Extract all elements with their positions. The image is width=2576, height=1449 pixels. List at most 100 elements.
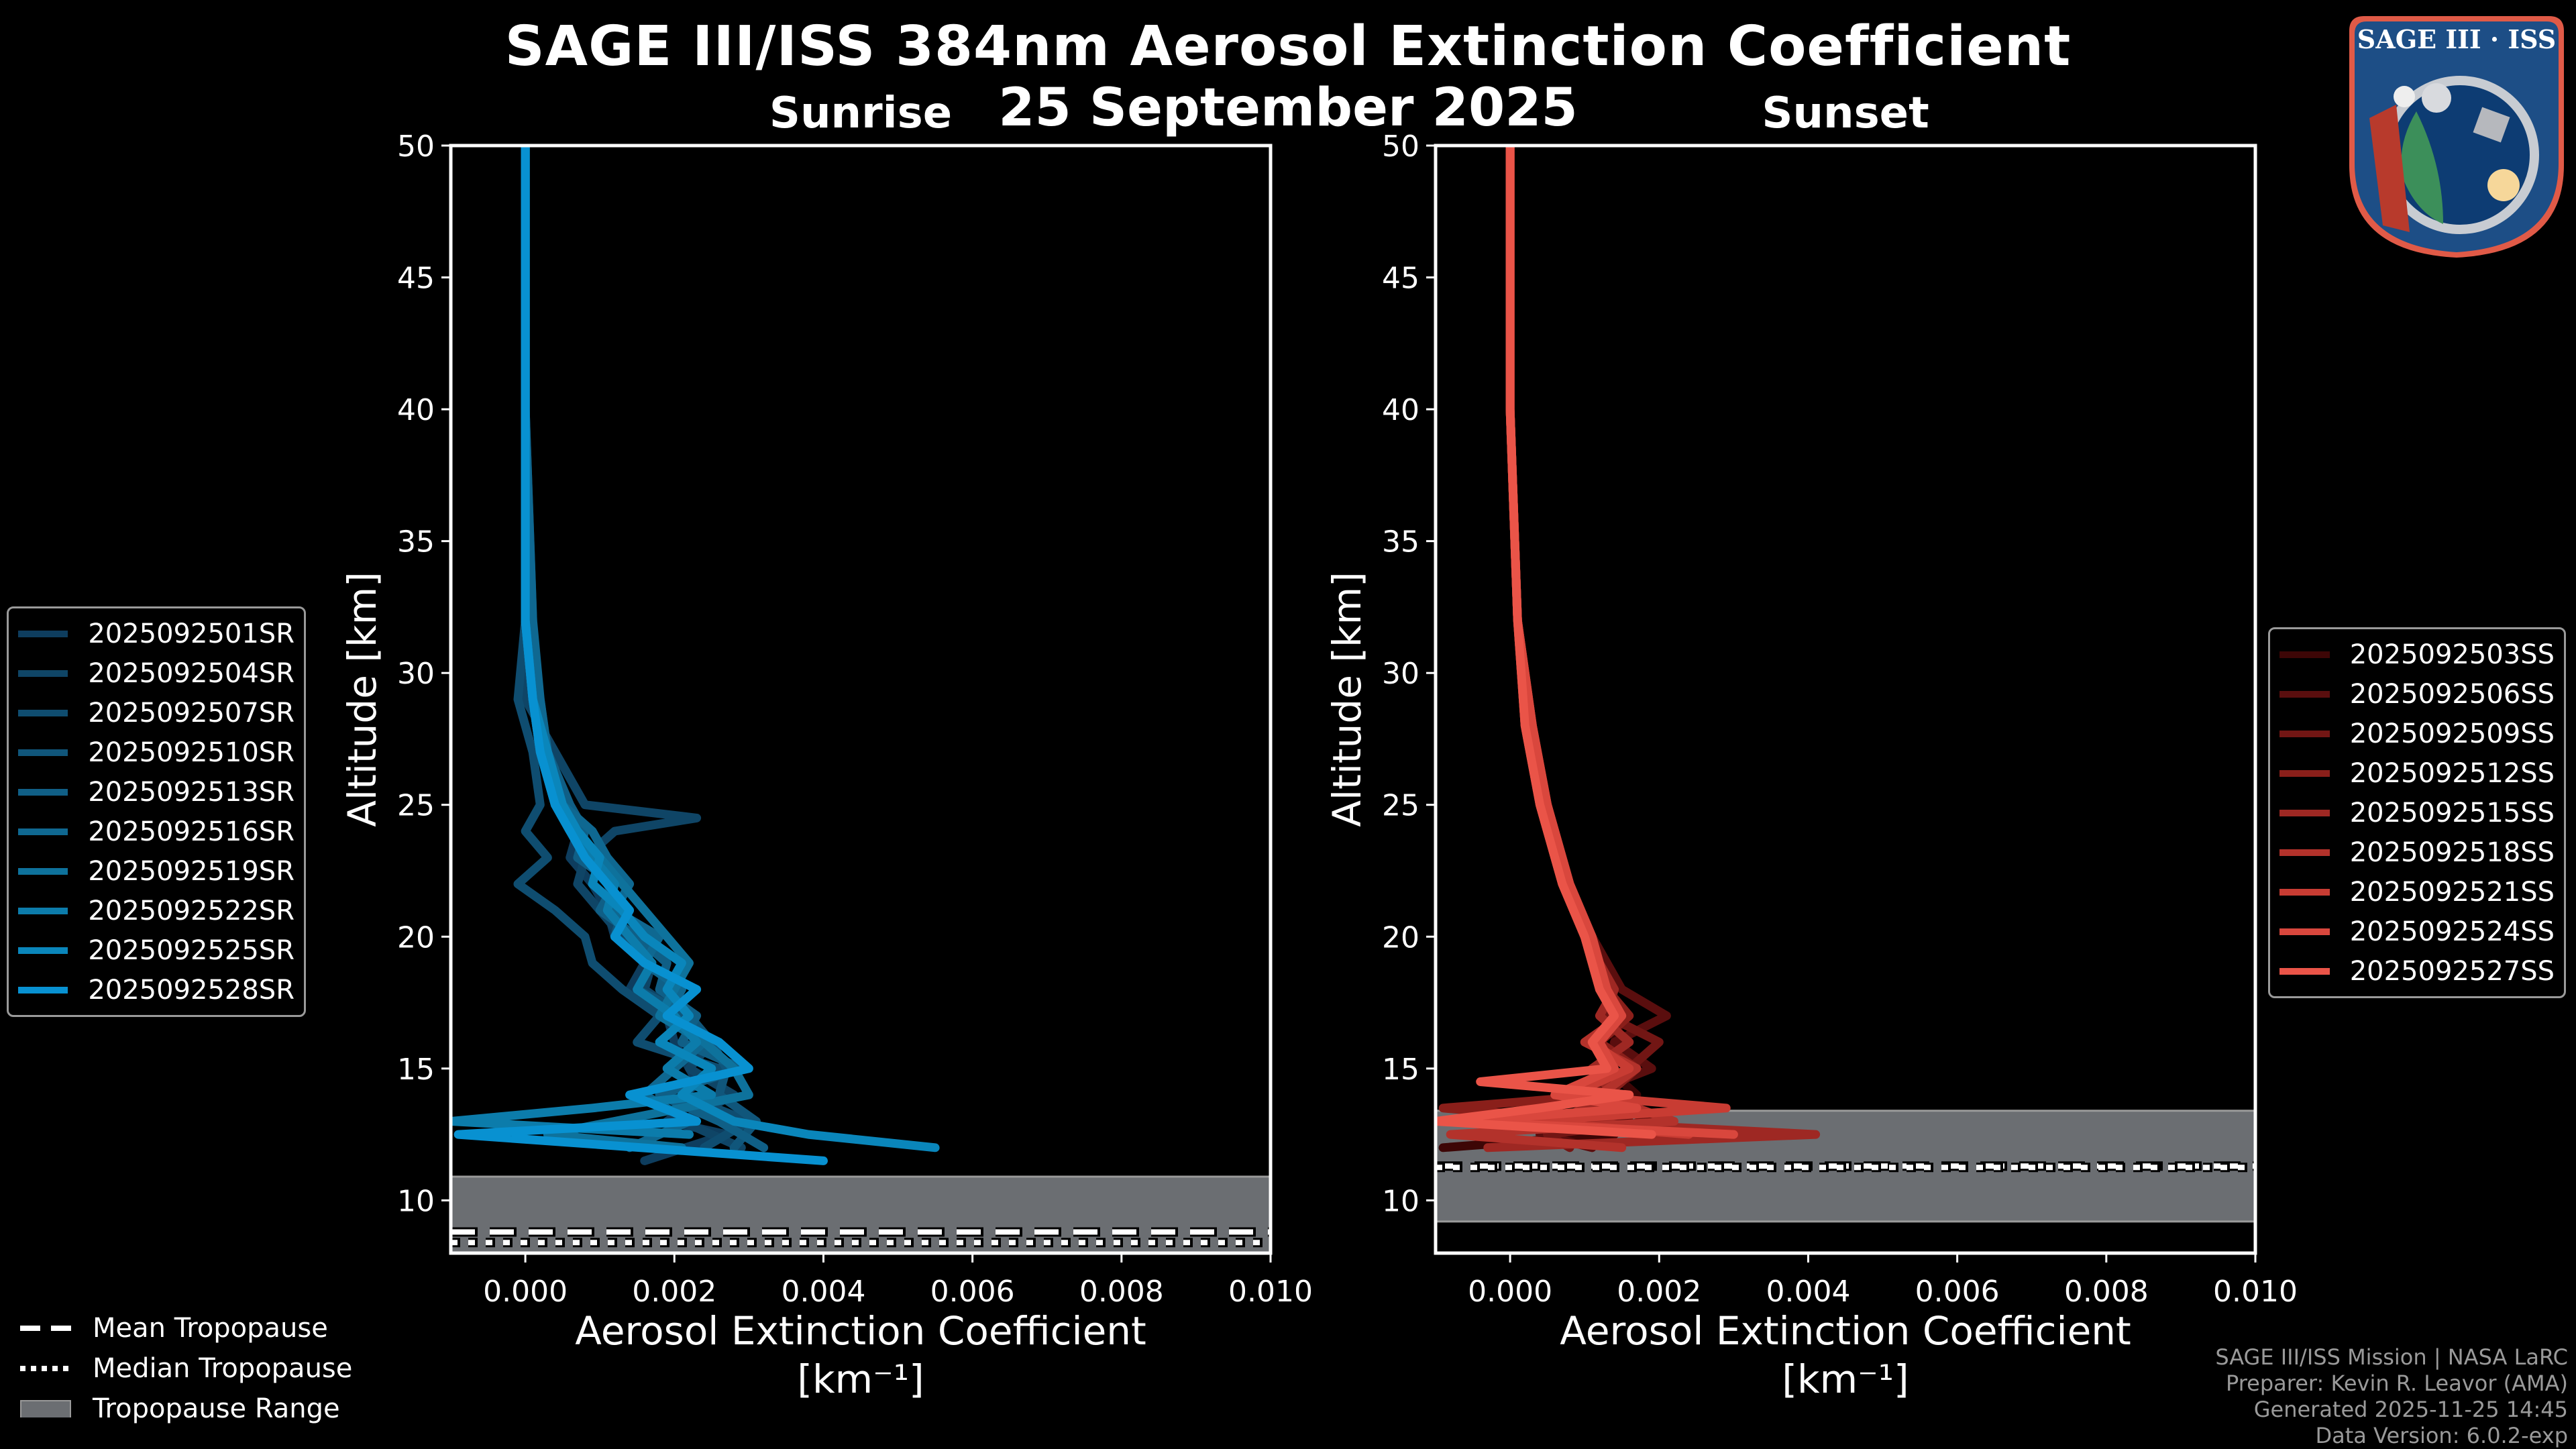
x-tick-label: 0.006: [930, 1275, 1015, 1309]
legend-item-2025092519SR: 2025092519SR: [18, 851, 294, 891]
legend-swatch-icon: [18, 947, 68, 954]
legend-label: Median Tropopause: [93, 1353, 353, 1384]
y-tick-label: 40: [397, 393, 435, 427]
legend-item-mean-tropopause: Mean Tropopause: [20, 1308, 352, 1348]
legend-swatch-icon: [18, 986, 68, 994]
y-tick-label: 15: [1382, 1053, 1419, 1087]
profile-2025092512SS: [1438, 146, 1671, 1139]
legend-label: 2025092528SR: [88, 974, 294, 1006]
y-tick-label: 25: [1382, 789, 1419, 823]
profile-2025092506SS: [1505, 146, 1671, 1152]
legend-swatch-icon: [2279, 651, 2330, 658]
sunset-panel: 0.000 0.002 0.004 0.006 0.008 0.010 10 15 20 25 30…: [1324, 129, 2298, 1402]
legend-label: 2025092515SS: [2349, 797, 2555, 828]
x-tick-label: 0.000: [1468, 1275, 1552, 1309]
legend-swatch-icon: [18, 669, 68, 677]
axes-frame: [1434, 144, 2257, 1255]
x-tick-label: 0.004: [1766, 1275, 1850, 1309]
legend-label: 2025092501SR: [88, 618, 294, 649]
legend-label: 2025092522SR: [88, 895, 294, 926]
legend-label: 2025092516SR: [88, 816, 294, 847]
legend-label: 2025092503SS: [2349, 639, 2555, 670]
legend-item-2025092525SR: 2025092525SR: [18, 930, 294, 970]
dashed-line-icon: [20, 1326, 71, 1331]
y-tick-label: 30: [1382, 657, 1419, 691]
sunrise-legend: 2025092501SR 2025092504SR 2025092507SR 2025…: [7, 606, 306, 1017]
x-tick-label: 0.010: [1228, 1275, 1313, 1309]
legend-swatch-icon: [2279, 928, 2330, 935]
legend-swatch-icon: [2279, 730, 2330, 737]
chart-title: SAGE III/ISS 384nm Aerosol Extinction Co…: [504, 15, 2072, 78]
legend-swatch-icon: [18, 867, 68, 875]
legend-label: 2025092507SR: [88, 697, 294, 729]
x-tick-label: 0.008: [2064, 1275, 2149, 1309]
y-axis-label: Altitude [km]: [1324, 572, 1370, 826]
y-tick-label: 20: [1382, 920, 1419, 955]
legend-label: 2025092512SS: [2349, 757, 2555, 789]
gray-band-icon: [20, 1400, 71, 1417]
dotted-line-icon: [20, 1366, 71, 1371]
x-tick-label: 0.002: [1617, 1275, 1701, 1309]
profile-2025092507SR: [513, 146, 753, 1152]
x-tick-label: 0.000: [483, 1275, 568, 1309]
profile-2025092528SR: [453, 146, 828, 1165]
y-tick-label: 45: [1382, 262, 1419, 296]
logo-text: SAGE III · ISS: [2357, 24, 2556, 54]
legend-item-2025092521SS: 2025092521SS: [2279, 872, 2555, 912]
legend-item-2025092528SR: 2025092528SR: [18, 970, 294, 1010]
legend-label: Mean Tropopause: [93, 1313, 328, 1344]
legend-label: 2025092527SS: [2349, 955, 2555, 987]
legend-swatch-icon: [2279, 849, 2330, 856]
legend-item-2025092515SS: 2025092515SS: [2279, 793, 2555, 833]
footer-generated: Generated 2025-11-25 14:45: [2253, 1397, 2568, 1422]
x-axis-label: Aerosol Extinction Coefficient: [1560, 1308, 2131, 1354]
y-tick-label: 20: [397, 920, 435, 955]
legend-item-2025092512SS: 2025092512SS: [2279, 753, 2555, 793]
y-tick-label: 50: [397, 129, 435, 164]
axes-frame: [449, 144, 1273, 1255]
profile-2025092515SS: [1483, 146, 1821, 1152]
y-tick-label: 10: [397, 1184, 435, 1218]
subplot-title-sunrise: Sunrise: [769, 89, 953, 138]
legend-item-2025092516SR: 2025092516SR: [18, 812, 294, 851]
legend-swatch-icon: [18, 749, 68, 756]
legend-swatch-icon: [2279, 690, 2330, 698]
legend-item-2025092524SS: 2025092524SS: [2279, 912, 2555, 951]
legend-label: 2025092525SR: [88, 934, 294, 966]
legend-label: Tropopause Range: [93, 1393, 340, 1424]
footer-version: Data Version: 6.0.2-exp: [2315, 1423, 2568, 1448]
legend-label: 2025092524SS: [2349, 916, 2555, 947]
legend-label: 2025092513SR: [88, 776, 294, 808]
legend-item-2025092527SS: 2025092527SS: [2279, 951, 2555, 991]
legend-item-2025092518SS: 2025092518SS: [2279, 833, 2555, 872]
legend-label: 2025092518SS: [2349, 837, 2555, 868]
legend-item-2025092501SR: 2025092501SR: [18, 614, 294, 653]
sunrise-panel: 0.000 0.002 0.004 0.006 0.008 0.010 10 15 20 25 30…: [339, 129, 1313, 1402]
legend-item-2025092503SS: 2025092503SS: [2279, 635, 2555, 674]
y-axis-label: Altitude [km]: [339, 572, 385, 826]
sage-iii-iss-mission-logo: SAGE III · ISS: [2349, 16, 2564, 258]
legend-label: 2025092510SR: [88, 737, 294, 768]
y-tick-label: 40: [1382, 393, 1419, 427]
legend-swatch-icon: [18, 788, 68, 796]
legend-swatch-icon: [18, 630, 68, 637]
legend-swatch-icon: [2279, 769, 2330, 777]
subplot-title-sunset: Sunset: [1762, 89, 1929, 138]
x-axis-units: [km⁻¹]: [1782, 1356, 1909, 1402]
plot-area: [451, 146, 1271, 1253]
legend-item-2025092506SS: 2025092506SS: [2279, 674, 2555, 714]
y-tick-label: 50: [1382, 129, 1419, 164]
x-tick-label: 0.006: [1915, 1275, 2000, 1309]
profile-2025092525SR: [521, 146, 940, 1152]
legend-label: 2025092504SR: [88, 657, 294, 689]
legend-swatch-icon: [2279, 967, 2330, 975]
legend-item-tropopause-range: Tropopause Range: [20, 1389, 352, 1429]
legend-item-2025092522SR: 2025092522SR: [18, 891, 294, 930]
tropopause-legend: Mean Tropopause Median Tropopause Tropop…: [20, 1308, 352, 1429]
plot-area: [1436, 146, 2255, 1223]
legend-label: 2025092521SS: [2349, 876, 2555, 908]
legend-swatch-icon: [2279, 888, 2330, 896]
profile-2025092501SR: [521, 146, 731, 1165]
legend-item-2025092504SR: 2025092504SR: [18, 653, 294, 693]
